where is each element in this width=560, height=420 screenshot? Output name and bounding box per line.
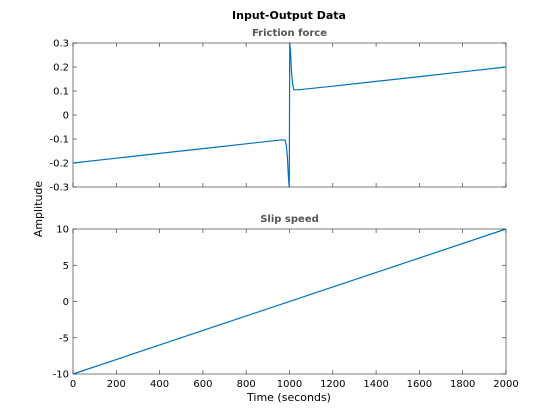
- series-line: [72, 42, 507, 188]
- x-tick-label: 1600: [407, 379, 432, 390]
- y-tick-label: 0.2: [53, 63, 69, 74]
- x-tick-label: 200: [107, 379, 126, 390]
- x-tick-label: 1800: [450, 379, 475, 390]
- x-tick-label: 1400: [363, 379, 388, 390]
- subplot-title: Friction force: [252, 28, 327, 39]
- figure-title: Input-Output Data: [232, 9, 346, 22]
- y-tick-label: -0.3: [49, 183, 69, 194]
- x-tick-label: 400: [150, 379, 169, 390]
- y-tick-label: 0: [63, 297, 69, 308]
- y-tick-label: 0.1: [53, 87, 69, 98]
- subplot-1: Friction force -0.3 -0.2 -0.1 0 0.1 0.2 0.3: [49, 28, 507, 194]
- x-tick-label: 2000: [493, 379, 518, 390]
- series-line: [72, 228, 507, 375]
- x-tick-label: 800: [237, 379, 256, 390]
- y-tick-label: -10: [53, 370, 69, 381]
- y-axis-label: Amplitude: [32, 181, 45, 238]
- subplot-title: Slip speed: [260, 214, 319, 225]
- axes-layer: Friction force -0.3 -0.2 -0.1 0 0.1 0.2 0.3 Slip…: [49, 28, 518, 390]
- subplot-2: Slip speed -10 -5 0 5 10 0 200 400 600 800 1000 1200…: [53, 214, 519, 390]
- y-tick-label: -0.1: [49, 135, 69, 146]
- y-tick-label: -0.2: [49, 159, 69, 170]
- x-tick-label: 1000: [277, 379, 302, 390]
- x-tick-label: 1200: [320, 379, 345, 390]
- y-tick-label: 0.3: [53, 39, 69, 50]
- y-tick-label: 5: [63, 261, 69, 272]
- y-tick-label: -5: [59, 333, 69, 344]
- x-tick-label: 0: [70, 379, 76, 390]
- x-tick-label: 600: [193, 379, 212, 390]
- y-tick-label: 10: [56, 225, 69, 236]
- x-axis-label: Time (seconds): [246, 391, 331, 404]
- y-tick-label: 0: [63, 111, 69, 122]
